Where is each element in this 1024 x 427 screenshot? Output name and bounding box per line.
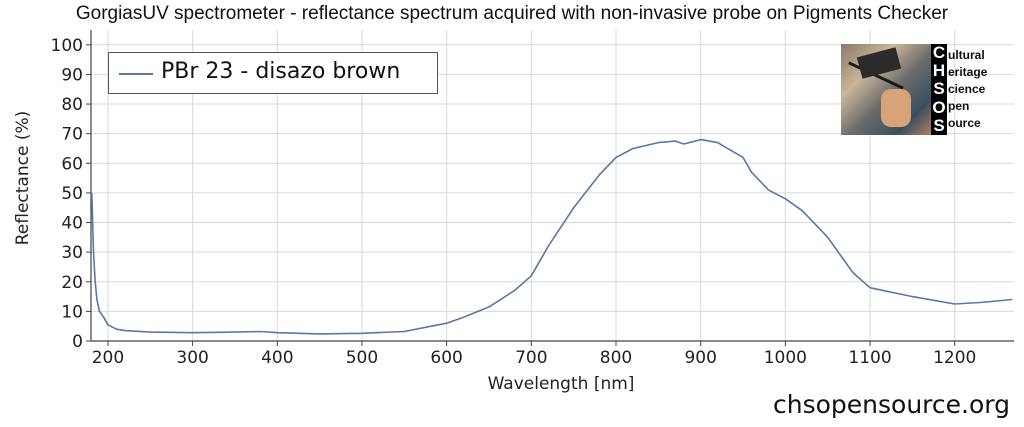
x-tick-label: 800 [600,348,632,368]
logo-word: cience [948,82,986,96]
x-tick-label: 900 [684,348,716,368]
y-tick-label: 0 [72,332,83,352]
logo-word: eritage [948,65,988,79]
footer-url: chsopensource.org [773,390,1010,419]
x-tick-label: 1100 [848,348,891,368]
logo-acronym: C H S O S [931,43,947,135]
x-tick-label: 1200 [933,348,976,368]
x-tick-label: 400 [261,348,293,368]
logo-word: ource [948,116,981,130]
x-axis-label: Wavelength [nm] [488,374,635,394]
x-tick-label: 600 [430,348,462,368]
y-tick-label: 80 [61,95,83,115]
logo-letter: S [933,79,945,99]
logo-letter: O [932,97,946,117]
x-tick-label: 300 [176,348,208,368]
chart-legend: PBr 23 - disazo brown [108,52,438,94]
y-tick-label: 30 [61,243,83,263]
legend-label: PBr 23 - disazo brown [161,59,401,84]
y-tick-label: 60 [61,154,83,174]
y-tick-label: 20 [61,273,83,293]
y-tick-label: 90 [61,65,83,85]
y-tick-label: 10 [61,302,83,322]
y-tick-label: 50 [61,184,83,204]
logo-words: ultural eritage cience pen ource [948,47,987,132]
x-tick-label: 1000 [764,348,807,368]
series-line [91,138,1013,335]
logo-letter: S [933,115,945,135]
logo-letter: H [932,61,946,81]
legend-swatch [119,73,153,75]
y-tick-label: 100 [51,36,83,56]
y-tick-label: 70 [61,125,83,145]
x-tick-label: 200 [92,348,124,368]
logo-photo [841,44,931,135]
logo-letter: C [932,43,946,62]
x-tick-label: 700 [515,348,547,368]
y-axis-label: Reflectance (%) [13,111,33,246]
chsos-logo: C H S O S ultural eritage cience pen our… [841,43,991,135]
chart-title: GorgiasUV spectrometer - reflectance spe… [75,3,949,24]
chart-series [91,138,1013,335]
logo-word: pen [948,99,970,113]
x-tick-label: 500 [346,348,378,368]
chart-axes [86,30,1014,346]
logo-word: ultural [948,48,985,62]
y-tick-label: 40 [61,214,83,234]
tick-labels: 200 300 400 500 600 700 800 900 1000 1100 1200 0 10 2… [51,36,977,368]
